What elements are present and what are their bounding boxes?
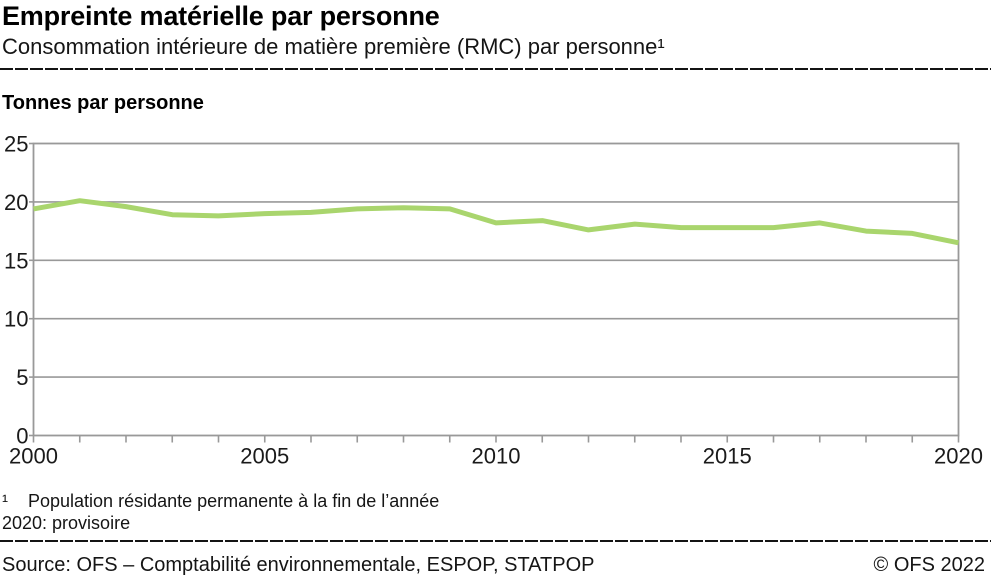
footnote-1-text: Population résidante permanente à la fin… — [28, 491, 440, 511]
header-divider — [0, 68, 991, 70]
footer-source: Source: OFS – Comptabilité environnement… — [2, 554, 595, 576]
y-tick-label: 20 — [4, 190, 28, 215]
page-subtitle: Consommation intérieure de matière premi… — [2, 34, 665, 59]
data-line — [33, 198, 959, 246]
footnote-2: 2020: provisoire — [2, 513, 131, 533]
y-axis-title: Tonnes par personne — [2, 92, 204, 114]
footnote-marker: ¹ — [2, 491, 8, 511]
footnote-1: ¹ Population résidante permanente à la fi… — [2, 491, 439, 512]
x-tick-label: 2010 — [472, 444, 521, 469]
x-tick-label: 2005 — [240, 444, 289, 469]
y-tick-label: 0 — [16, 424, 28, 449]
page-title: Empreinte matérielle par personne — [2, 1, 440, 31]
x-tick-label: 2000 — [9, 444, 58, 469]
chart-svg: 0 5 10 15 20 25 2000 2005 2010 2015 2020 — [4, 132, 983, 469]
y-tick-label: 5 — [16, 365, 28, 390]
x-tick-label: 2020 — [934, 444, 983, 469]
plot-frame — [32, 142, 960, 437]
footer-divider — [0, 540, 991, 542]
y-tick-label: 10 — [4, 307, 28, 332]
x-tick-label: 2015 — [703, 444, 752, 469]
y-tick-label: 15 — [4, 248, 28, 273]
y-tick-label: 25 — [4, 132, 28, 157]
footer-copyright: © OFS 2022 — [873, 554, 985, 576]
